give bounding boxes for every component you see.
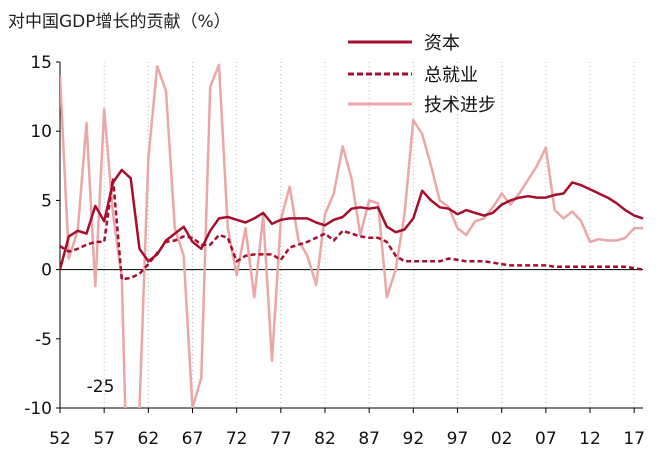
axes: 15 10 5 0 -5 -10 52 57 62 67 72 77 82 87 92 97 02 07 12 17: [24, 53, 645, 449]
x-tick-label: 07: [535, 429, 557, 449]
y-tick-label: 0: [41, 261, 52, 281]
legend-label: 资本: [424, 33, 460, 54]
y-tick-label: 10: [30, 122, 52, 142]
x-tick-label: 87: [358, 429, 380, 449]
x-tick-label: 62: [138, 429, 160, 449]
x-tick-label: 57: [93, 429, 115, 449]
annotation-label: -25: [87, 377, 115, 397]
x-tick-label: 97: [447, 429, 469, 449]
series-lines: [60, 63, 644, 408]
series-line-3: [60, 63, 643, 408]
y-tick-label: -10: [24, 399, 52, 419]
y-tick-label: 15: [30, 53, 52, 73]
x-tick-label: 17: [623, 429, 645, 449]
x-tick-label: 82: [314, 429, 336, 449]
y-tick-label: 5: [41, 191, 52, 211]
legend-label: 总就业: [424, 65, 478, 86]
x-tick-label: 52: [49, 429, 71, 449]
legend-label: 技术进步: [424, 95, 496, 116]
x-tick-label: 02: [491, 429, 513, 449]
x-tick-label: 67: [182, 429, 204, 449]
x-tick-label: 72: [226, 429, 248, 449]
series-line-1: [60, 168, 644, 270]
x-tick-label: 77: [270, 429, 292, 449]
x-tick-label: 92: [403, 429, 425, 449]
grid: [103, 62, 635, 408]
y-tick-label: -5: [35, 330, 52, 350]
chart-title: 对中国GDP增长的贡献（%）: [8, 12, 231, 32]
x-tick-label: 12: [579, 429, 601, 449]
